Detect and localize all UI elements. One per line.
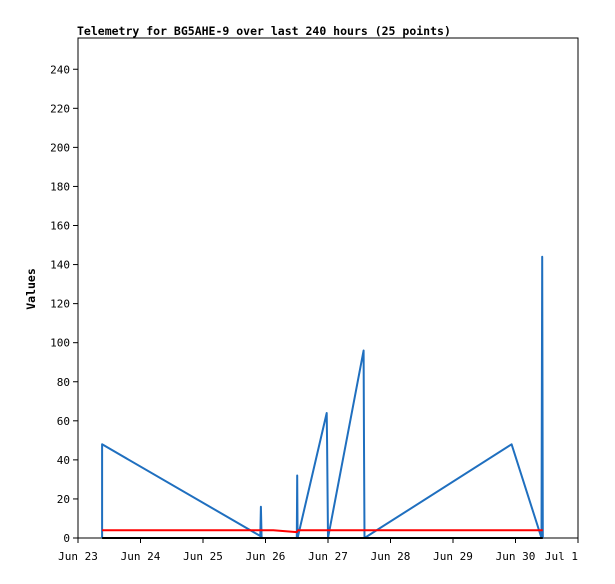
y-tick-label: 40 xyxy=(57,454,70,467)
x-axis: Jun 23 Jun 24 Jun 25 Jun 26 Jun 27 Jun 28 Jun … xyxy=(58,538,579,563)
x-tick-label: Jun 27 xyxy=(308,550,348,563)
y-tick-label: 240 xyxy=(50,63,70,76)
x-tick-label: Jun 29 xyxy=(433,550,473,563)
x-tick-label: Jun 30 xyxy=(496,550,536,563)
x-tick-label: Jun 24 xyxy=(121,550,161,563)
y-tick-label: 0 xyxy=(63,532,70,545)
series-line-1 xyxy=(101,255,544,539)
x-tick-label: Jun 25 xyxy=(183,550,223,563)
y-tick-label: 140 xyxy=(50,259,70,272)
x-tick-label: Jun 23 xyxy=(58,550,98,563)
y-tick-label: 180 xyxy=(50,180,70,193)
x-tick-label: Jun 28 xyxy=(371,550,411,563)
y-axis-label: Values xyxy=(24,268,38,310)
y-tick-label: 160 xyxy=(50,220,70,233)
chart-title: Telemetry for BG5AHE-9 over last 240 hou… xyxy=(77,24,451,38)
y-tick-label: 200 xyxy=(50,141,70,154)
y-tick-label: 100 xyxy=(50,337,70,350)
series-layer xyxy=(101,255,544,539)
y-axis: 0 20 40 60 80 100 120 140 160 180 200 220 240 xyxy=(50,63,78,545)
x-tick-label: Jul 1 xyxy=(545,550,578,563)
y-tick-label: 20 xyxy=(57,493,70,506)
y-tick-label: 220 xyxy=(50,102,70,115)
series-line-2 xyxy=(102,529,543,534)
y-tick-label: 120 xyxy=(50,298,70,311)
y-tick-label: 80 xyxy=(57,376,70,389)
y-tick-label: 60 xyxy=(57,415,70,428)
x-tick-label: Jun 26 xyxy=(246,550,286,563)
